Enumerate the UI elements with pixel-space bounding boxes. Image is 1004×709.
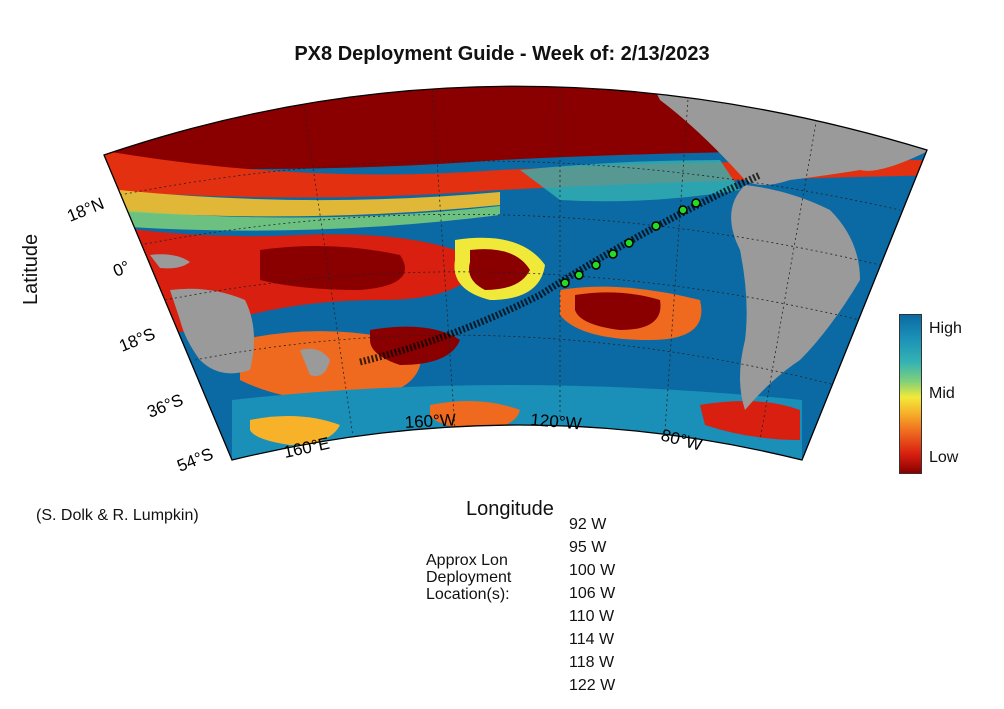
deployment-marker	[691, 198, 701, 208]
lon-tick-label: 120°W	[530, 410, 583, 433]
lat-tick-label: 36°S	[144, 390, 185, 421]
graticule	[119, 86, 901, 451]
deployment-location: 100 W	[569, 562, 616, 579]
deployment-marker	[624, 238, 634, 248]
deployment-markers	[560, 198, 701, 288]
colorbar-low-label: Low	[929, 449, 959, 466]
deployment-location: 95 W	[569, 539, 607, 556]
deployment-location: 110 W	[569, 608, 615, 625]
deployment-marker	[678, 205, 688, 215]
lat-tick-label: 18°N	[64, 194, 106, 226]
deployment-location: 118 W	[569, 654, 615, 671]
deployment-location: 92 W	[569, 516, 607, 533]
map-frame	[103, 85, 928, 461]
y-axis-label: Latitude	[20, 233, 42, 305]
colorbar-mid-label: Mid	[929, 385, 955, 402]
credit-text: (S. Dolk & R. Lumpkin)	[36, 507, 199, 524]
deployment-location: 106 W	[569, 585, 616, 602]
deployment-location: 122 W	[569, 677, 616, 694]
deployment-marker	[574, 270, 584, 280]
deployment-marker	[591, 260, 601, 270]
deployment-label: Approx Lon Deployment Location(s):	[426, 552, 536, 603]
lon-tick-label: 160°W	[404, 410, 456, 432]
colorbar-high-label: High	[929, 320, 962, 337]
deployment-marker	[651, 221, 661, 231]
x-axis-label: Longitude	[466, 498, 554, 520]
lat-tick-label: 0°	[110, 257, 132, 281]
deployment-location-list: 92 W 95 W 100 W 106 W 110 W 114 W 118 W …	[569, 513, 615, 697]
map-title: PX8 Deployment Guide - Week of: 2/13/202…	[294, 43, 710, 65]
deployment-marker	[608, 249, 618, 259]
lat-tick-label: 18°S	[116, 324, 157, 355]
ocean-field	[104, 86, 927, 460]
lat-tick-label: 54°S	[174, 444, 215, 475]
deployment-label-text: Approx Lon Deployment Location(s):	[426, 552, 512, 603]
deployment-marker	[560, 278, 570, 288]
deployment-location: 114 W	[569, 631, 615, 648]
colorbar	[899, 314, 922, 474]
cruise-track	[359, 171, 762, 366]
